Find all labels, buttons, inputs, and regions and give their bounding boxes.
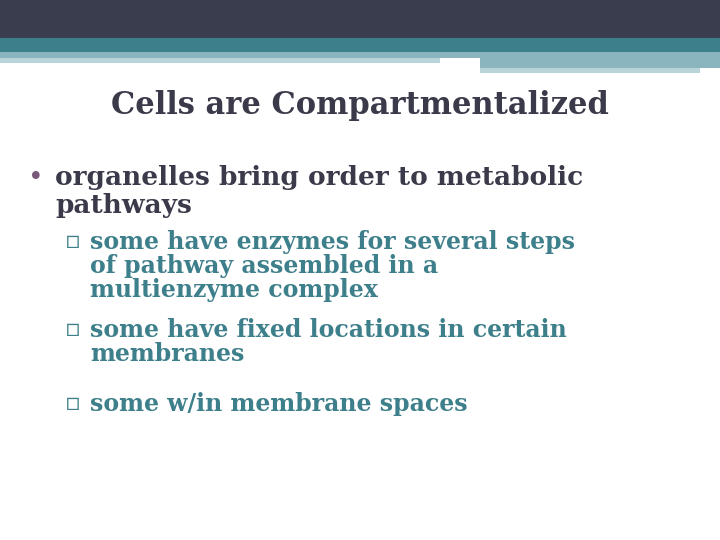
Text: ▫: ▫: [65, 392, 81, 415]
Text: ▫: ▫: [65, 230, 81, 253]
Text: ▫: ▫: [65, 318, 81, 341]
Bar: [0, 0, 720, 38]
Text: pathways: pathways: [55, 193, 192, 218]
Bar: [0, 58, 440, 63]
Bar: [0, 52, 480, 58]
Bar: [0, 38, 720, 52]
Text: •: •: [28, 165, 44, 190]
Text: some have fixed locations in certain: some have fixed locations in certain: [90, 318, 567, 342]
Text: Cells are Compartmentalized: Cells are Compartmentalized: [111, 90, 609, 121]
Text: some have enzymes for several steps: some have enzymes for several steps: [90, 230, 575, 254]
Text: multienzyme complex: multienzyme complex: [90, 278, 378, 302]
Text: organelles bring order to metabolic: organelles bring order to metabolic: [55, 165, 583, 190]
Text: membranes: membranes: [90, 342, 244, 366]
Bar: [480, 68, 700, 73]
Text: some w/in membrane spaces: some w/in membrane spaces: [90, 392, 467, 416]
Bar: [480, 52, 720, 68]
Text: of pathway assembled in a: of pathway assembled in a: [90, 254, 438, 278]
